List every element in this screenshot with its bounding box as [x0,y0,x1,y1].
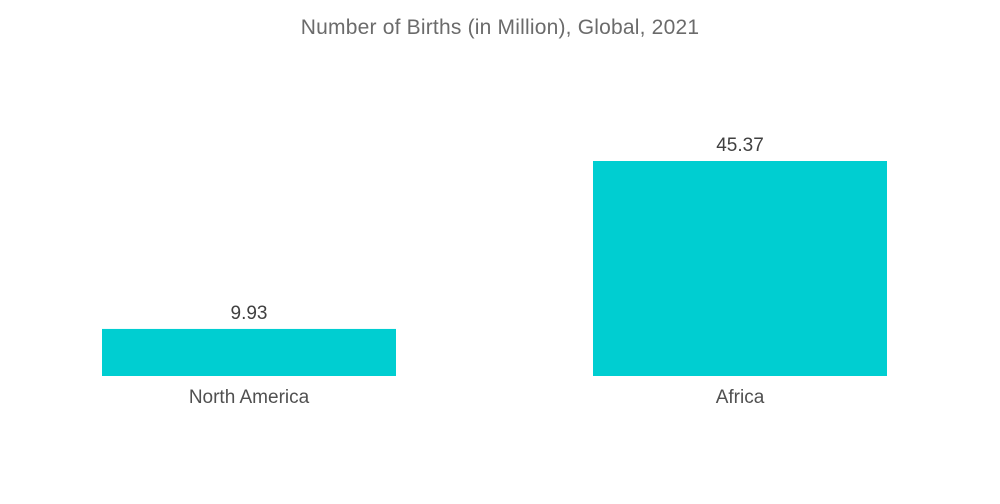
x-tick-label-north-america: North America [189,387,310,408]
data-label-africa: 45.37 [716,135,764,156]
bar-africa [593,161,887,376]
bar-north-america [102,328,396,376]
x-tick-label-africa: Africa [716,387,765,408]
chart-title: Number of Births (in Million), Global, 2… [300,16,700,39]
data-label-north-america: 9.93 [231,303,268,324]
